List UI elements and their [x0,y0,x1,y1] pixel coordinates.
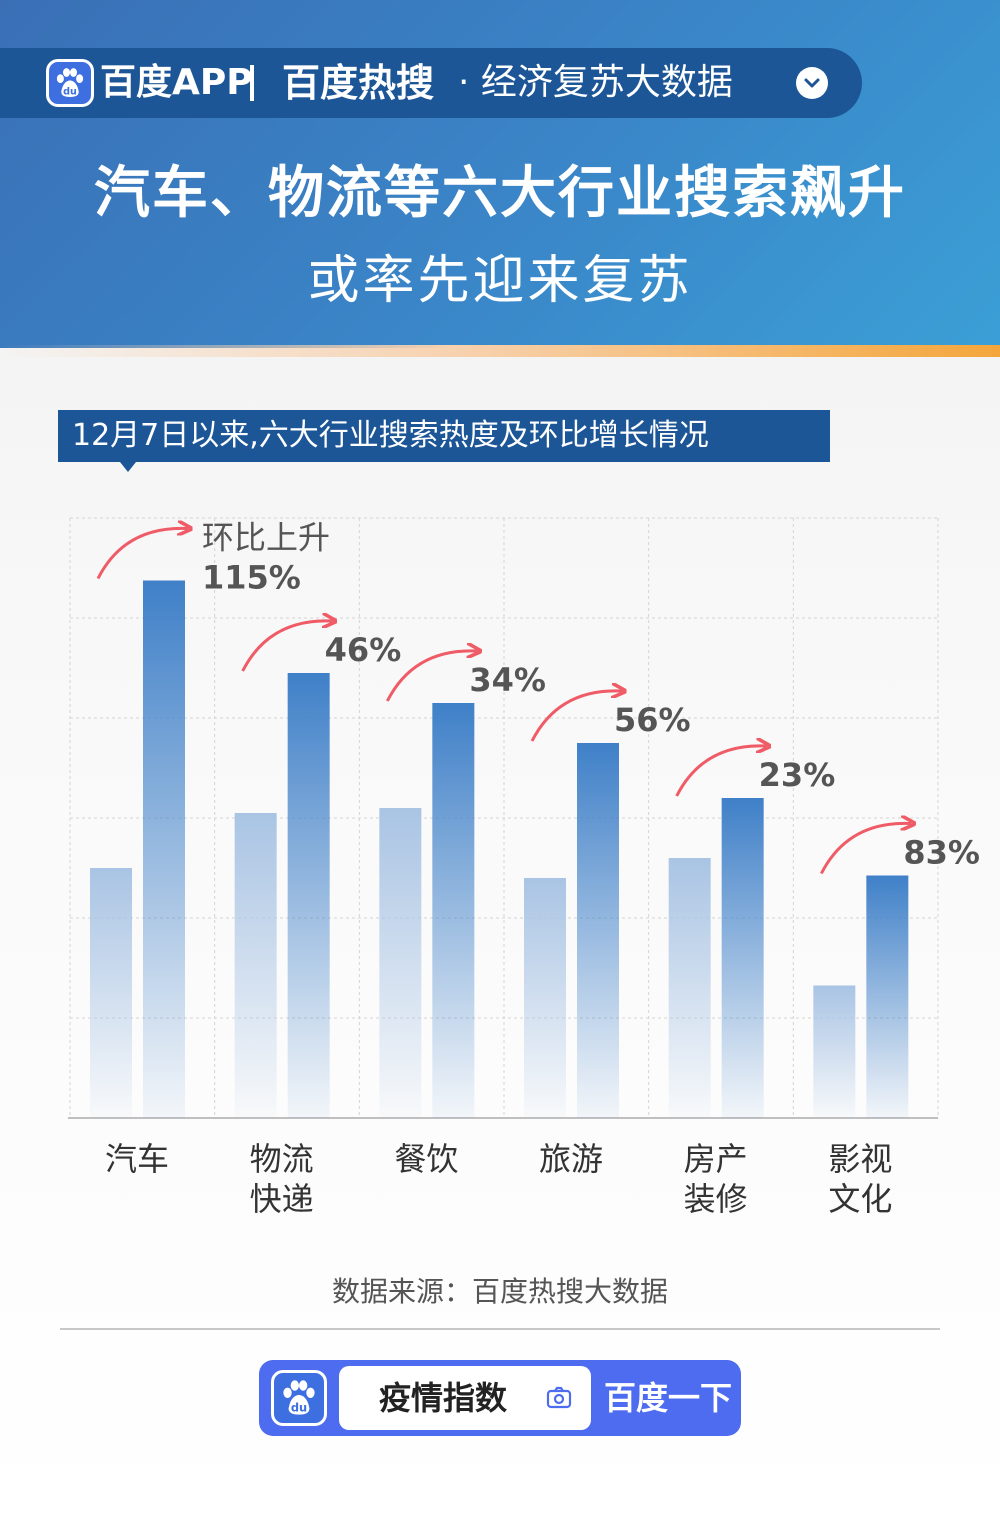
category-label: 物流 [250,1140,314,1178]
bar-current [432,703,475,1118]
growth-arrow [385,651,477,702]
chart-title: 12月7日以来,六大行业搜索热度及环比增长情况 [58,410,830,462]
baidu-paw-icon: du [271,1370,327,1426]
page-title: 汽车、物流等六大行业搜索飙升 [94,161,906,226]
category-label: 旅游 [539,1140,603,1178]
growth-label: 83% [903,834,980,872]
category-label: 装修 [684,1180,748,1218]
growth-arrow [241,621,333,672]
growth-arrow [96,528,188,580]
brand-sub-label: · 经济复苏大数据 [458,62,733,103]
bar-current [577,743,619,1118]
bar-previous [813,985,856,1118]
category-label: 快递 [250,1180,314,1218]
bar-previous [668,858,711,1118]
category-label: 文化 [828,1180,892,1218]
growth-arrow [675,746,767,797]
growth-label: 56% [614,701,691,739]
growth-label: 115% [202,559,301,597]
bar-current [143,580,185,1118]
category-label: 影视 [828,1140,892,1178]
search-query: 疫情指数 [379,1379,508,1417]
category-label: 餐饮 [394,1140,458,1178]
growth-label: 23% [759,756,836,794]
growth-label: 34% [469,661,546,699]
growth-arrow [819,823,911,875]
category-label: 房产 [684,1140,748,1178]
data-source: 数据来源：百度热搜大数据 [331,1275,668,1308]
search-button[interactable]: 百度一下 [603,1379,732,1417]
brand-separator [250,65,254,101]
svg-text:du: du [63,86,77,97]
chevron-down-icon[interactable] [796,67,828,99]
svg-text:du: du [291,1401,307,1415]
brand-pill: du 百度APP 百度热搜 · 经济复苏大数据 [0,48,862,118]
search-bar: du 疫情指数 百度一下 [259,1360,741,1436]
bar-previous [90,868,132,1118]
bar-current [287,673,330,1118]
growth-label: 46% [325,631,402,669]
bar-previous [234,813,277,1118]
baidu-paw-icon: du [46,59,94,107]
page-subtitle: 或率先迎来复苏 [307,251,693,311]
growth-annotation: 环比上升 [202,519,330,557]
growth-arrow [530,691,622,742]
accent-strip [0,345,1000,357]
bar-previous [379,808,422,1118]
bar-current [721,798,764,1118]
brand-hot-label: 百度热搜 [282,61,435,105]
search-input[interactable]: 疫情指数 [339,1366,591,1430]
camera-icon[interactable] [545,1384,573,1412]
category-label: 汽车 [105,1140,169,1178]
footer-divider [60,1328,940,1330]
bar-previous [524,878,566,1118]
brand-app-label: 百度APP [100,62,253,103]
chart-title-pointer [120,462,136,472]
bar-current [866,875,909,1118]
